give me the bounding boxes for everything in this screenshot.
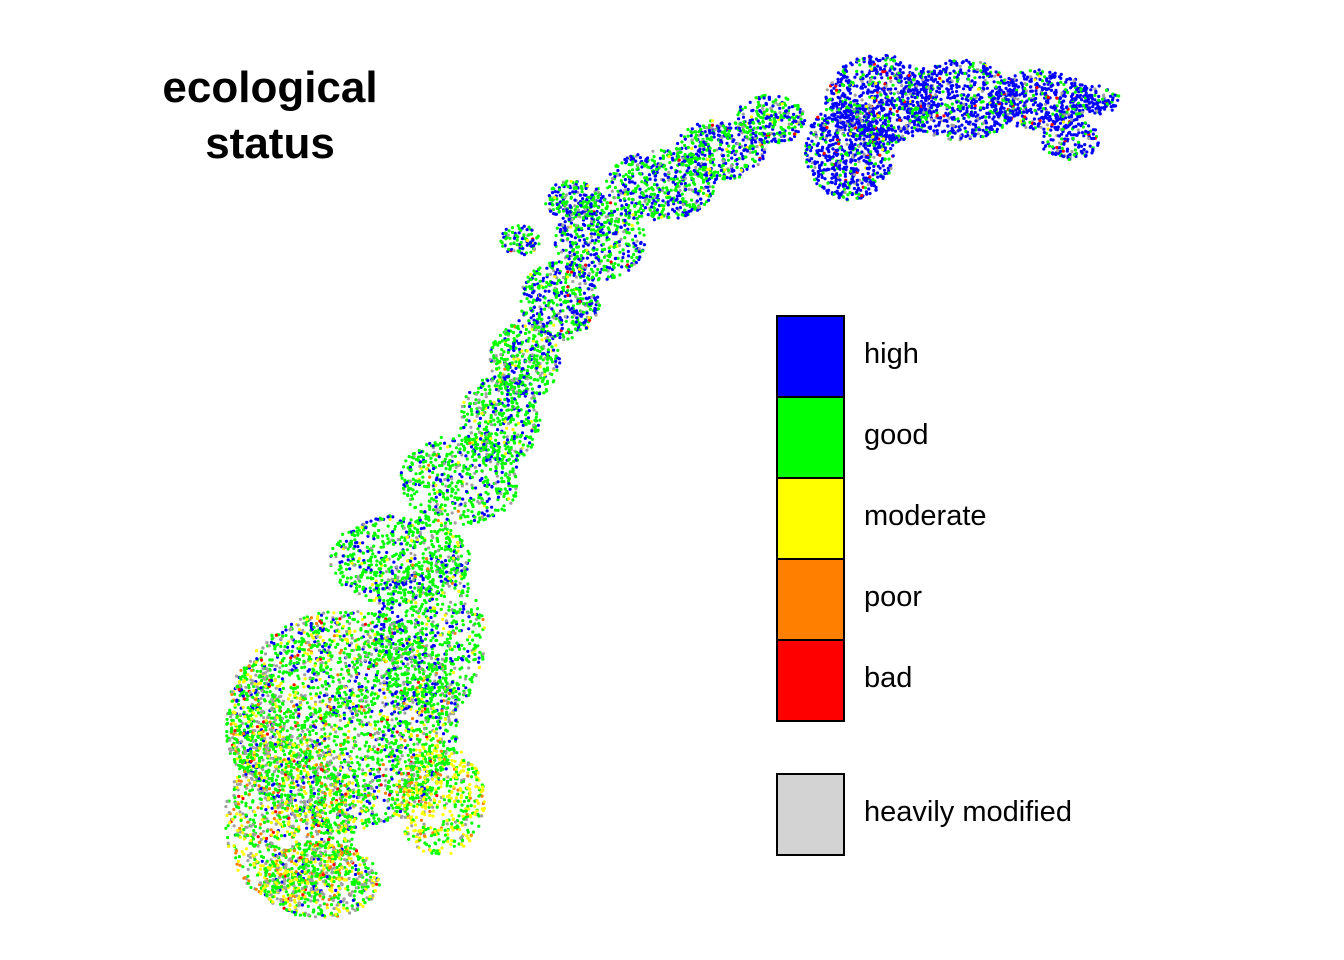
map-title: ecological status xyxy=(120,60,420,172)
legend-label-poor: poor xyxy=(864,581,923,613)
legend-swatch-good xyxy=(776,396,845,479)
title-line-1: ecological xyxy=(162,63,378,112)
legend-swatch-poor xyxy=(776,558,845,641)
legend-label-high: high xyxy=(864,338,919,370)
title-line-2: status xyxy=(205,119,335,168)
legend-label-bad: bad xyxy=(864,662,913,694)
legend-swatch-moderate xyxy=(776,477,845,560)
legend-swatch-bad xyxy=(776,639,845,722)
legend-swatch-high xyxy=(776,315,845,398)
legend-swatch-heavily-modified xyxy=(776,773,845,856)
water-body-points xyxy=(224,53,1121,919)
legend-label-moderate: moderate xyxy=(864,500,987,532)
legend-label-heavily-modified: heavily modified xyxy=(864,796,1072,828)
legend-label-good: good xyxy=(864,419,929,451)
